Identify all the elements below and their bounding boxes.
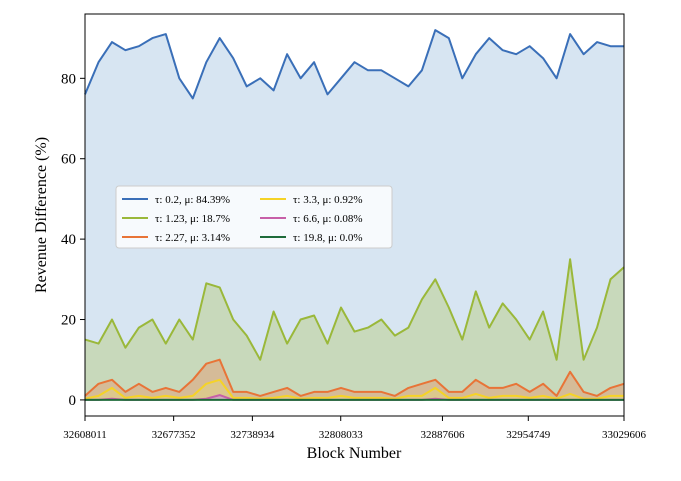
x-tick-label: 32887606 (420, 429, 465, 441)
x-axis-ticks: 32608011 32677352 32738934 32808033 32887606… (63, 416, 647, 441)
legend-label-1: τ: 0.2, μ: 84.39% (155, 194, 230, 206)
series-line-3 (84, 358, 625, 397)
legend-label-4: τ: 3.3, μ: 0.92% (293, 194, 363, 206)
y-tick-label: 40 (61, 232, 76, 248)
y-axis-title: Revenue Difference (%) (33, 137, 50, 293)
legend-label-3: τ: 2.27, μ: 3.14% (155, 232, 230, 244)
y-tick-label: 60 (61, 152, 76, 168)
plot-frame (84, 13, 625, 417)
x-tick-label: 32738934 (230, 429, 275, 441)
x-tick-label: 33029606 (602, 429, 647, 441)
series-line-1 (84, 29, 624, 100)
legend-label-6: τ: 19.8, μ: 0.0% (293, 232, 363, 244)
series-line-4 (84, 378, 624, 400)
y-tick-label: 0 (69, 393, 77, 409)
legend-label-2: τ: 1.23, μ: 18.7% (155, 213, 230, 225)
x-tick-label: 32808033 (319, 429, 364, 441)
y-tick-label: 20 (61, 313, 76, 329)
y-axis-ticks: 0 20 40 60 80 (61, 71, 85, 409)
x-axis-title: Block Number (307, 445, 402, 462)
series-lines (84, 29, 625, 401)
legend-box (115, 185, 393, 249)
legend-label-5: τ: 6.6, μ: 0.08% (293, 213, 363, 225)
series-line-2 (84, 258, 625, 361)
x-tick-label: 32677352 (152, 429, 196, 441)
series-area-5 (85, 395, 624, 400)
y-tick-label: 80 (61, 71, 76, 87)
x-tick-label: 32954749 (506, 429, 551, 441)
legend: τ: 0.2, μ: 84.39% τ: 1.23, μ: 18.7% τ: 2.2… (115, 185, 393, 249)
x-tick-label: 32608011 (63, 429, 107, 441)
